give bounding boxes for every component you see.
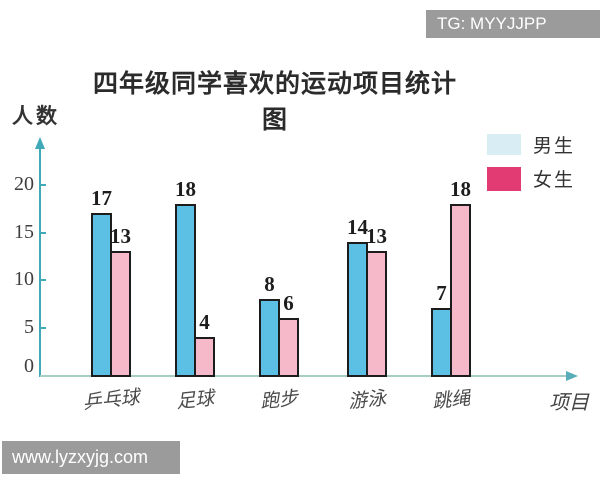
bar-value-label: 17 <box>91 186 112 210</box>
y-axis-line <box>39 148 41 377</box>
legend-item-girls: 女生 <box>487 165 575 192</box>
y-tick-mark <box>41 326 46 329</box>
legend-label-boys: 男生 <box>533 136 576 157</box>
y-tick-mark <box>41 231 46 234</box>
x-axis-label: 项目 <box>549 392 589 414</box>
bar-value-label: 18 <box>450 177 471 201</box>
y-axis-arrow-icon <box>35 137 45 149</box>
bar-girls <box>110 251 131 377</box>
legend-label-girls: 女生 <box>533 170 576 191</box>
bar-value-label: 8 <box>264 272 275 296</box>
bar-boys <box>431 308 452 377</box>
y-tick-label: 5 <box>24 315 34 338</box>
watermark-top-right: TG: MYYJJPP <box>426 10 600 38</box>
legend: 男生 女生 <box>487 131 575 199</box>
y-tick-mark <box>41 184 46 186</box>
legend-item-boys: 男生 <box>487 131 575 158</box>
y-tick-label: 20 <box>14 173 34 195</box>
bar-value-label: 13 <box>110 224 131 248</box>
y-axis-label: 人数 <box>12 104 60 128</box>
bar-value-label: 7 <box>436 281 447 305</box>
y-tick-label: 10 <box>14 268 34 290</box>
bar-value-label: 18 <box>175 177 196 201</box>
watermark-bottom-left: www.lyzxyjg.com <box>2 441 180 474</box>
x-axis-line <box>40 375 568 377</box>
bar-girls <box>278 318 299 377</box>
y-tick-label: 0 <box>24 355 34 377</box>
bar-boys <box>347 242 368 377</box>
x-axis-arrow-icon <box>566 371 578 381</box>
y-tick-label: 15 <box>14 220 34 243</box>
bar-girls <box>366 251 387 377</box>
y-tick-mark <box>41 279 46 281</box>
bar-value-label: 4 <box>199 310 210 334</box>
bar-boys <box>175 204 196 377</box>
chart-title: 四年级同学喜欢的运动项目统计图 <box>92 71 457 134</box>
bar-value-label: 6 <box>283 291 294 315</box>
legend-swatch-girls <box>487 166 521 191</box>
legend-swatch-boys <box>487 134 521 155</box>
bar-value-label: 13 <box>366 224 387 248</box>
bar-value-label: 14 <box>347 215 368 239</box>
bar-girls <box>194 337 215 377</box>
bar-girls <box>450 204 471 377</box>
